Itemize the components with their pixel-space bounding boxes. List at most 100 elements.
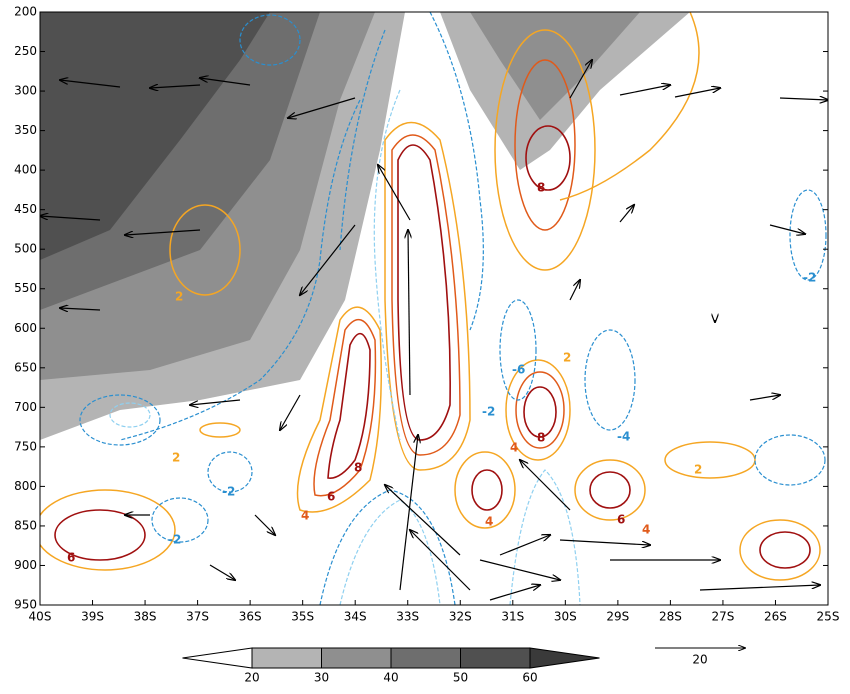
contour xyxy=(759,531,811,569)
wind-vector xyxy=(769,224,805,234)
contour xyxy=(574,459,646,521)
x-tick-label: 35S xyxy=(291,610,314,624)
wind-vector xyxy=(200,78,251,86)
contour-label: -6 xyxy=(512,363,525,377)
wind-vector xyxy=(749,395,780,401)
contour xyxy=(339,499,441,605)
colorbar-label: 30 xyxy=(314,671,329,685)
contour xyxy=(754,434,826,486)
contour-label: 8 xyxy=(537,431,545,445)
x-tick-label: 30S xyxy=(554,610,577,624)
contour xyxy=(207,451,253,493)
contour-label: -2 xyxy=(803,271,816,285)
wind-vector xyxy=(209,564,235,580)
contour xyxy=(239,14,301,66)
colorbar-label: 20 xyxy=(244,671,259,685)
contour xyxy=(391,134,461,456)
contour xyxy=(471,469,503,511)
colorbar-segment xyxy=(529,647,600,669)
contour xyxy=(339,29,386,251)
colorbar-segment xyxy=(460,647,531,669)
contour-label: 4 xyxy=(642,523,650,537)
contour xyxy=(523,386,557,438)
y-tick-label: 850 xyxy=(14,518,37,532)
contour xyxy=(384,121,471,471)
contour xyxy=(494,29,596,271)
contour xyxy=(664,441,756,479)
contour xyxy=(559,12,700,201)
contour xyxy=(429,12,484,331)
wind-vector xyxy=(399,435,418,591)
contour xyxy=(739,519,821,581)
colorbar: 20 30 40 50 60 xyxy=(182,647,600,685)
colorbar-segment xyxy=(182,647,253,669)
contour xyxy=(514,59,576,231)
contour xyxy=(584,329,636,431)
y-tick-label: 900 xyxy=(14,558,37,572)
wind-vector xyxy=(378,165,411,221)
y-tick-label: 200 xyxy=(14,5,37,19)
wind-vector xyxy=(619,205,634,223)
contour-label: 8 xyxy=(537,181,545,195)
y-tick-label: 750 xyxy=(14,439,37,453)
wind-vector xyxy=(300,224,356,295)
shade xyxy=(40,12,270,260)
y-tick-label: 400 xyxy=(14,163,37,177)
colorbar-segment xyxy=(251,647,322,669)
contour xyxy=(525,125,571,191)
y-tick-label: 600 xyxy=(14,321,37,335)
contour xyxy=(109,402,151,428)
y-tick-label: 250 xyxy=(14,44,37,58)
contour xyxy=(789,189,827,281)
contour-label: 4 xyxy=(301,509,309,523)
contour-label: -4 xyxy=(617,430,630,444)
wind-vector xyxy=(288,97,356,118)
x-tick-label: 34S xyxy=(344,610,367,624)
contour-label: 6 xyxy=(617,513,625,527)
x-tick-label: 37S xyxy=(186,610,209,624)
wind-vector xyxy=(569,280,580,301)
wind-vector xyxy=(569,60,592,99)
colorbar-label: 50 xyxy=(453,671,468,685)
contour xyxy=(319,489,456,605)
contour-label: 4 xyxy=(510,441,518,455)
contour xyxy=(515,371,565,449)
x-tick-label: 40S xyxy=(29,610,52,624)
y-tick-label: 300 xyxy=(14,84,37,98)
plot-frame xyxy=(39,11,829,606)
y-tick-label: 650 xyxy=(14,360,37,374)
contour xyxy=(499,299,537,401)
wind-vector xyxy=(779,98,828,100)
contour-label: -2 xyxy=(168,533,181,547)
y-tick-label: 500 xyxy=(14,242,37,256)
contour-label: 4 xyxy=(485,515,493,529)
wind-vector xyxy=(408,230,410,396)
wind-vector xyxy=(60,308,101,310)
wind-vector xyxy=(60,80,121,88)
x-tick-label: 27S xyxy=(711,610,734,624)
contour-label: 2 xyxy=(172,451,180,465)
wind-vector xyxy=(674,88,720,98)
contour-label: -2 xyxy=(482,405,495,419)
wind-vector xyxy=(125,229,201,235)
contour xyxy=(296,306,382,513)
contour xyxy=(327,332,371,479)
x-tick-label: 31S xyxy=(501,610,524,624)
contour-label: 2 xyxy=(694,463,702,477)
shade xyxy=(470,12,640,120)
wind-vector xyxy=(385,485,461,556)
contour xyxy=(151,497,209,543)
wind-vector xyxy=(40,216,101,221)
contour-label: 2 xyxy=(563,351,571,365)
wind-vector xyxy=(479,559,560,580)
y-tick-label: 450 xyxy=(14,202,37,216)
contour-label: 6 xyxy=(67,551,75,565)
wind-vector xyxy=(280,394,301,430)
x-tick-label: 26S xyxy=(764,610,787,624)
contour-labels: 2 -2 8 -2 -6 2 8 -4 2 -2 8 6 4 2 4 4 6 4… xyxy=(67,181,816,565)
contour-label: -2 xyxy=(222,485,235,499)
wind-vector xyxy=(410,530,471,591)
x-tick-label: 32S xyxy=(449,610,472,624)
contour xyxy=(79,394,161,446)
colorbar-label: 60 xyxy=(522,671,537,685)
